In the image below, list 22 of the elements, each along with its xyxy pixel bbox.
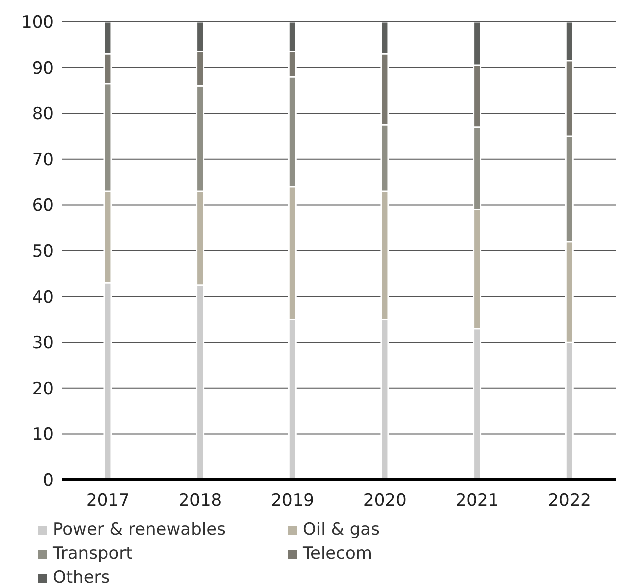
y-tick-label: 40 xyxy=(32,288,54,308)
y-tick-label: 30 xyxy=(32,334,54,354)
y-tick-label: 90 xyxy=(32,58,54,79)
x-tick-label: 2019 xyxy=(271,491,314,512)
y-tick-label: 100 xyxy=(22,13,54,34)
x-tick-label: 2017 xyxy=(86,491,130,512)
x-tick-label: 2020 xyxy=(364,491,407,512)
y-tick-label: 80 xyxy=(32,104,54,125)
legend-label: Telecom xyxy=(303,544,372,564)
y-tick-label: 20 xyxy=(32,379,54,400)
legend-label: Transport xyxy=(53,544,133,564)
x-tick-label: 2022 xyxy=(548,491,592,512)
legend-label: Oil & gas xyxy=(303,520,380,540)
legend-label: Power & renewables xyxy=(53,520,226,540)
x-tick-label: 2018 xyxy=(178,491,222,512)
y-tick-label: 60 xyxy=(32,196,54,216)
y-tick-label: 70 xyxy=(32,150,54,170)
y-tick-label: 10 xyxy=(32,425,54,446)
y-tick-label: 0 xyxy=(43,471,54,492)
x-tick-label: 2021 xyxy=(456,491,500,512)
legend-label: Others xyxy=(53,568,110,588)
y-tick-label: 50 xyxy=(32,242,54,262)
